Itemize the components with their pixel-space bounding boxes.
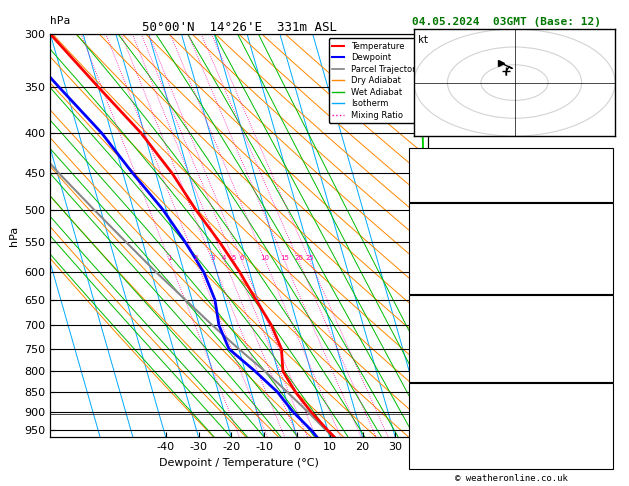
Text: 303: 303 xyxy=(591,248,610,258)
Text: 10: 10 xyxy=(260,255,270,260)
Text: θₑ (K): θₑ (K) xyxy=(412,324,450,334)
Text: 5: 5 xyxy=(231,255,236,260)
Text: CIN (J): CIN (J) xyxy=(412,371,456,381)
Text: 25: 25 xyxy=(305,255,314,260)
Text: 2: 2 xyxy=(604,340,610,350)
Text: CAPE (J): CAPE (J) xyxy=(412,355,462,365)
Text: Surface: Surface xyxy=(489,205,533,214)
Text: 1: 1 xyxy=(167,255,172,260)
Text: 20: 20 xyxy=(294,255,303,260)
Text: 6: 6 xyxy=(240,255,244,260)
Text: 1LCL: 1LCL xyxy=(432,409,452,418)
Text: 0: 0 xyxy=(604,295,610,305)
Text: CIN (J): CIN (J) xyxy=(412,295,456,305)
Text: 15: 15 xyxy=(280,255,289,260)
Text: 310: 310 xyxy=(591,324,610,334)
Text: 6.2: 6.2 xyxy=(591,232,610,243)
Text: CAPE (J): CAPE (J) xyxy=(412,279,462,289)
Text: Totals Totals: Totals Totals xyxy=(412,167,493,176)
Legend: Temperature, Dewpoint, Parcel Trajectory, Dry Adiabat, Wet Adiabat, Isotherm, Mi: Temperature, Dewpoint, Parcel Trajectory… xyxy=(328,38,424,123)
Text: 160°: 160° xyxy=(585,428,610,438)
Text: Lifted Index: Lifted Index xyxy=(412,263,487,274)
Text: 27: 27 xyxy=(598,151,610,161)
Text: 7: 7 xyxy=(604,263,610,274)
Title: 50°00'N  14°26'E  331m ASL: 50°00'N 14°26'E 331m ASL xyxy=(142,21,337,34)
Text: EH: EH xyxy=(412,397,425,407)
Text: 4: 4 xyxy=(222,255,226,260)
Text: 7: 7 xyxy=(604,444,610,454)
Text: K: K xyxy=(412,151,418,161)
Text: θₑ(K): θₑ(K) xyxy=(412,248,443,258)
Text: 0: 0 xyxy=(604,355,610,365)
Text: 48: 48 xyxy=(598,167,610,176)
Text: hPa: hPa xyxy=(50,16,70,26)
Text: 2.1: 2.1 xyxy=(591,182,610,192)
Text: StmSpd (kt): StmSpd (kt) xyxy=(412,444,481,454)
Text: 750: 750 xyxy=(591,309,610,319)
Y-axis label: Mixing Ratio (g/kg): Mixing Ratio (g/kg) xyxy=(456,190,466,282)
Text: Most Unstable: Most Unstable xyxy=(470,296,552,306)
Text: 0: 0 xyxy=(604,371,610,381)
Text: 0: 0 xyxy=(604,279,610,289)
Text: Hodograph: Hodograph xyxy=(483,385,539,395)
Text: Pressure (mb): Pressure (mb) xyxy=(412,309,493,319)
Text: 3: 3 xyxy=(210,255,214,260)
Text: StmDir: StmDir xyxy=(412,428,450,438)
Text: 2: 2 xyxy=(194,255,198,260)
Text: -0: -0 xyxy=(598,397,610,407)
Text: © weatheronline.co.uk: © weatheronline.co.uk xyxy=(455,474,567,483)
Text: Dewp (°C): Dewp (°C) xyxy=(412,232,468,243)
Y-axis label: hPa: hPa xyxy=(9,226,19,246)
Text: 17: 17 xyxy=(598,413,610,423)
Text: 11.5: 11.5 xyxy=(585,217,610,227)
Text: 04.05.2024  03GMT (Base: 12): 04.05.2024 03GMT (Base: 12) xyxy=(412,17,601,27)
Text: PW (cm): PW (cm) xyxy=(412,182,456,192)
Text: Lifted Index: Lifted Index xyxy=(412,340,487,350)
Text: Temp (°C): Temp (°C) xyxy=(412,217,468,227)
X-axis label: Dewpoint / Temperature (°C): Dewpoint / Temperature (°C) xyxy=(159,458,319,468)
Text: kt: kt xyxy=(418,35,430,45)
Text: SREH: SREH xyxy=(412,413,437,423)
